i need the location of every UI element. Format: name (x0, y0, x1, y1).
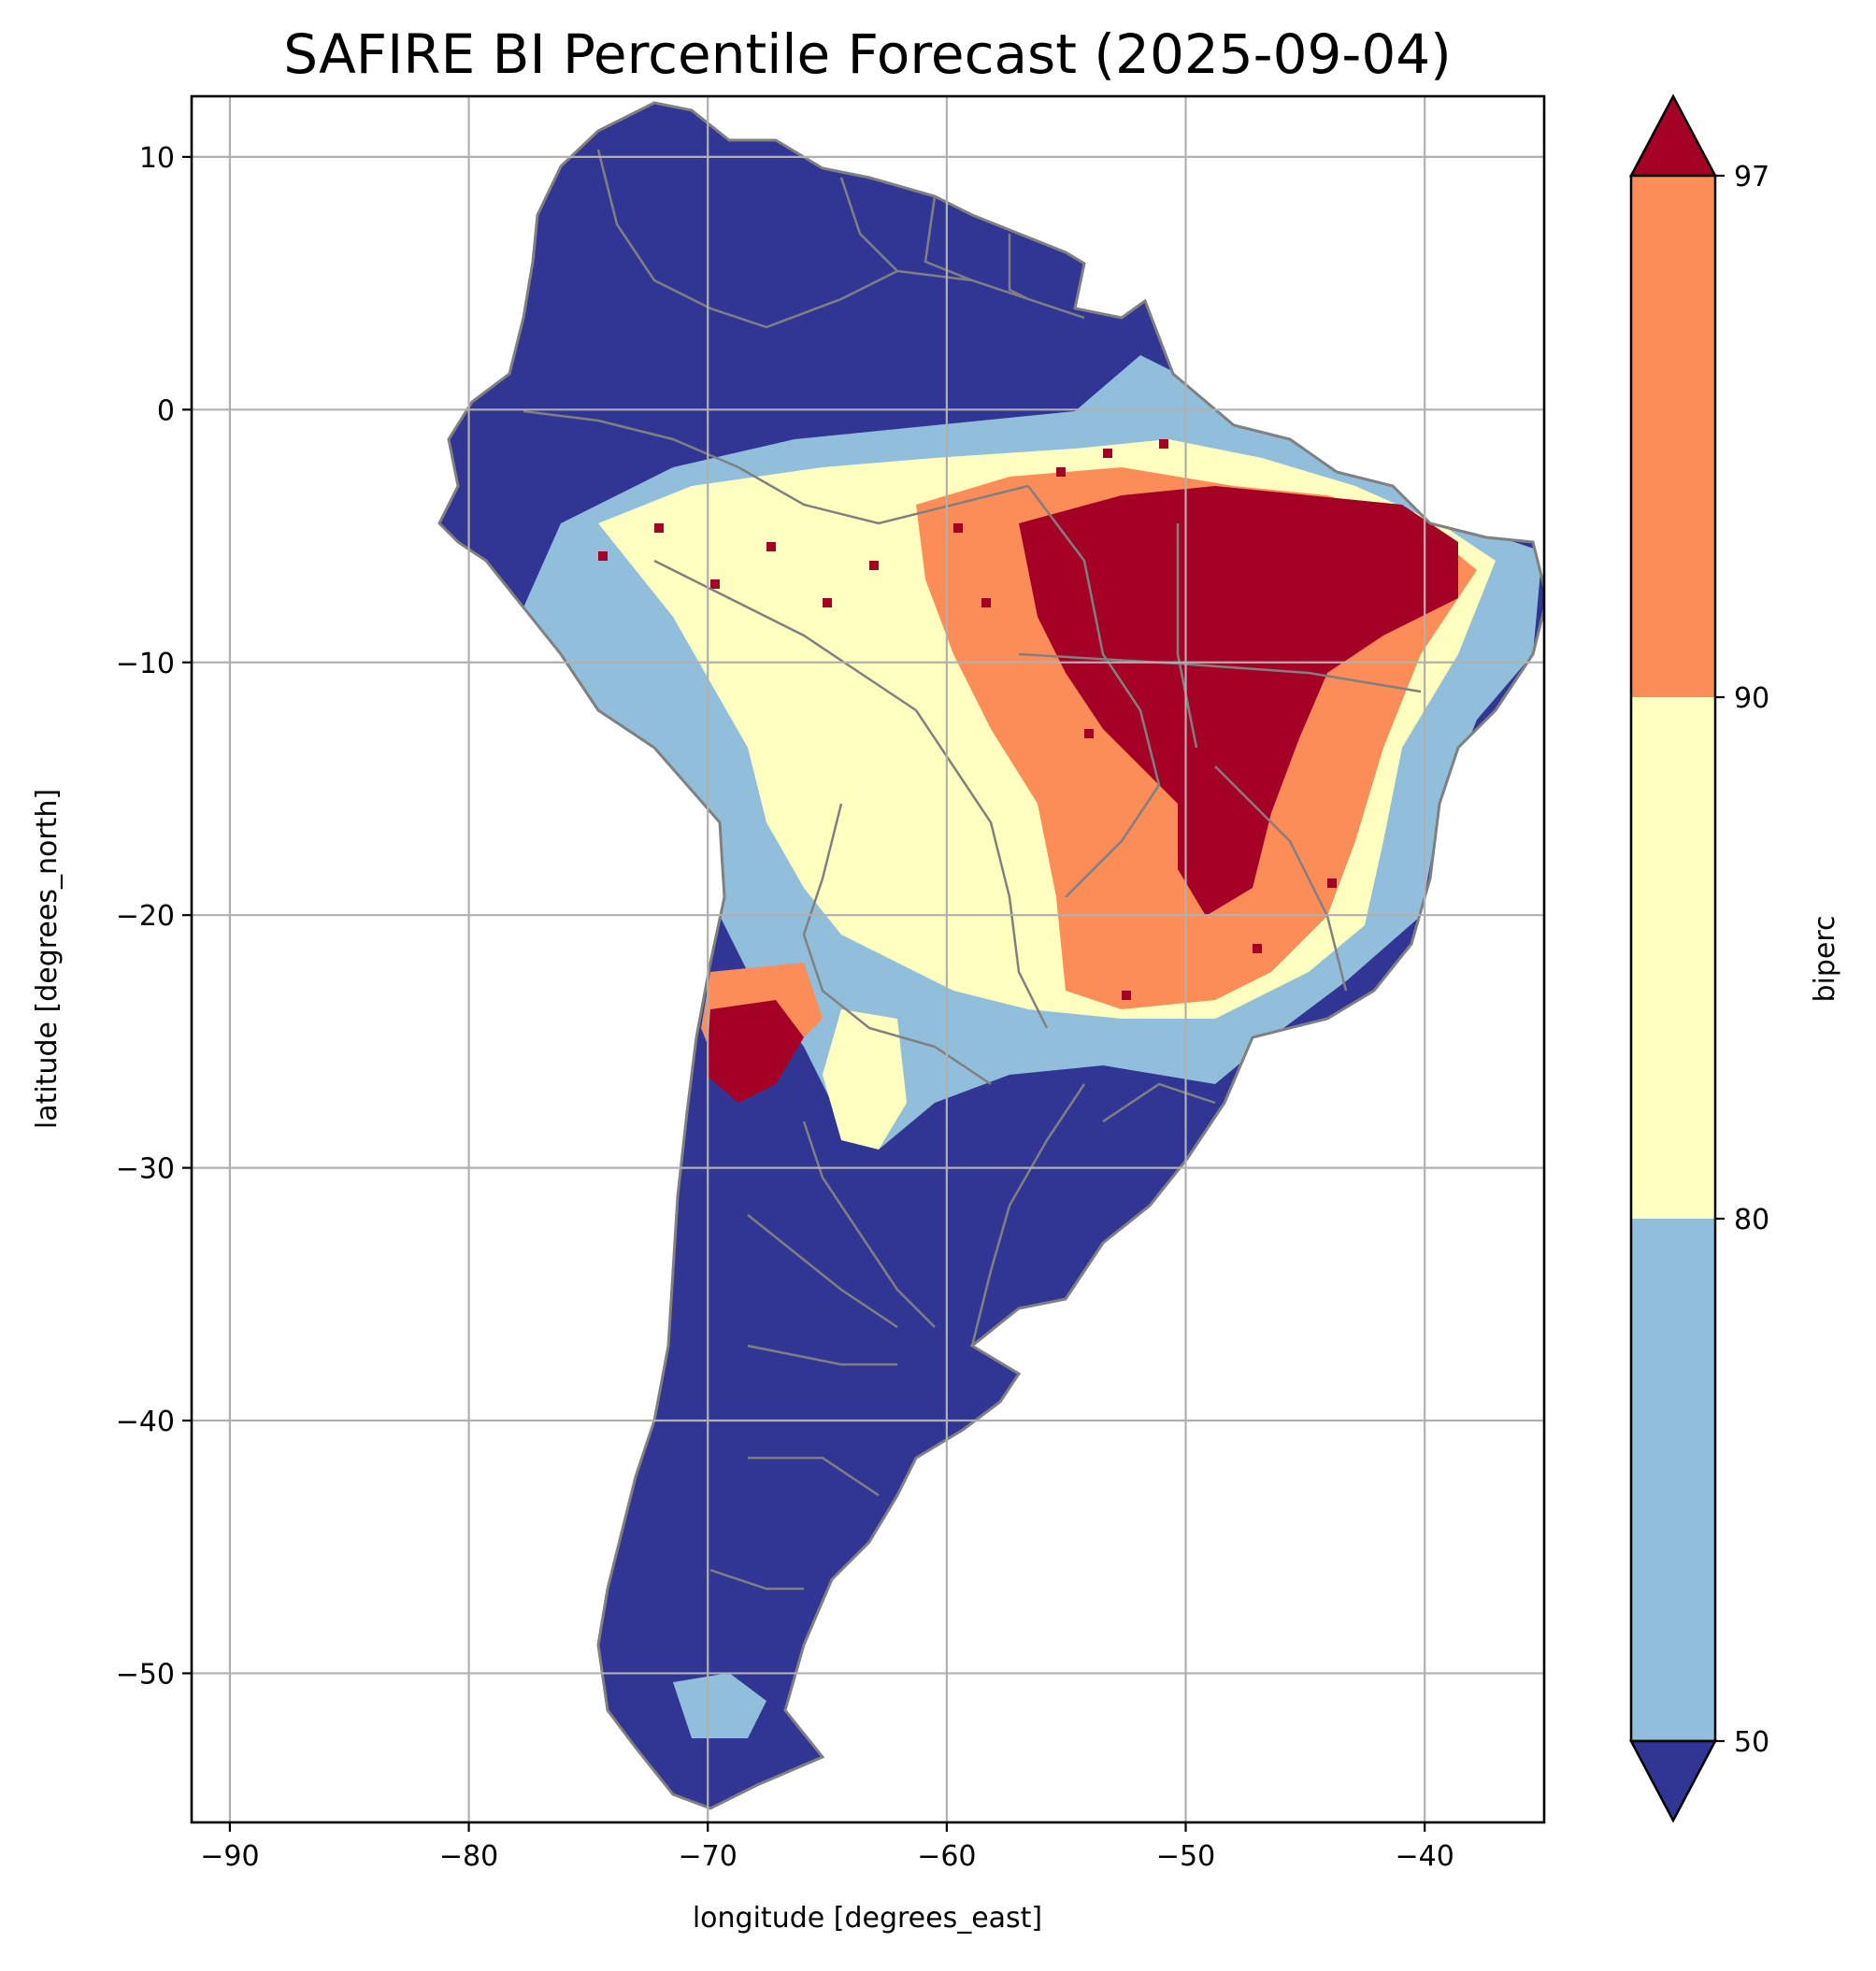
colorbar-ticks: 50 80 90 97 (1715, 161, 1769, 1759)
speckle-pixels (598, 439, 1402, 1000)
dark-red-andes (706, 1000, 804, 1103)
plot-frame (190, 94, 1546, 1824)
x-tick-label: −50 (1156, 1840, 1215, 1873)
y-tick-label: 0 (157, 394, 175, 427)
colorbar-tick-label: 90 (1734, 682, 1769, 715)
dark-red-region (1019, 486, 1458, 916)
x-tick-label: −60 (917, 1840, 976, 1873)
colorbar-label: biperc (1809, 915, 1841, 1002)
colorbar-tick-label: 97 (1734, 161, 1769, 193)
y-ticks: 10 0 −10 −20 −30 −40 −50 (116, 142, 192, 1691)
colorbar-bin-50-80 (1631, 1219, 1715, 1741)
y-tick-label: 10 (139, 142, 175, 175)
colorbar-bin-80-90 (1631, 697, 1715, 1219)
colorbar-tick-label: 80 (1734, 1204, 1769, 1236)
x-ticks: −90 −80 −70 −60 −50 −40 (200, 1822, 1454, 1873)
x-axis-label: longitude [degrees_east] (693, 1902, 1042, 1935)
colorbar-under-triangle (1628, 1739, 1718, 1823)
colorbar-tick-label: 50 (1734, 1726, 1769, 1759)
y-axis-label: latitude [degrees_north] (31, 789, 64, 1129)
admin-borders (523, 149, 1422, 1591)
yellow-chaco (823, 1009, 907, 1150)
colorbar-frame (1629, 174, 1717, 1743)
x-tick-label: −40 (1396, 1840, 1454, 1873)
x-tick-label: −80 (439, 1840, 498, 1873)
colorbar: 50 80 90 97 biperc (1628, 93, 1841, 1823)
x-tick-label: −90 (200, 1840, 259, 1873)
land-outline (437, 101, 1544, 1810)
gridlines (192, 96, 1544, 1822)
y-tick-label: −30 (116, 1153, 175, 1186)
y-tick-label: −10 (116, 648, 175, 680)
colorbar-over-triangle (1628, 93, 1718, 178)
y-tick-label: −20 (116, 900, 175, 933)
colorbar-bin-90-97 (1631, 176, 1715, 697)
x-tick-label: −70 (679, 1840, 738, 1873)
y-tick-label: −50 (116, 1658, 175, 1691)
map-title: SAFIRE BI Percentile Forecast (2025-09-0… (283, 22, 1452, 86)
y-tick-label: −40 (116, 1406, 175, 1438)
light-blue-patagonia (673, 1673, 766, 1738)
